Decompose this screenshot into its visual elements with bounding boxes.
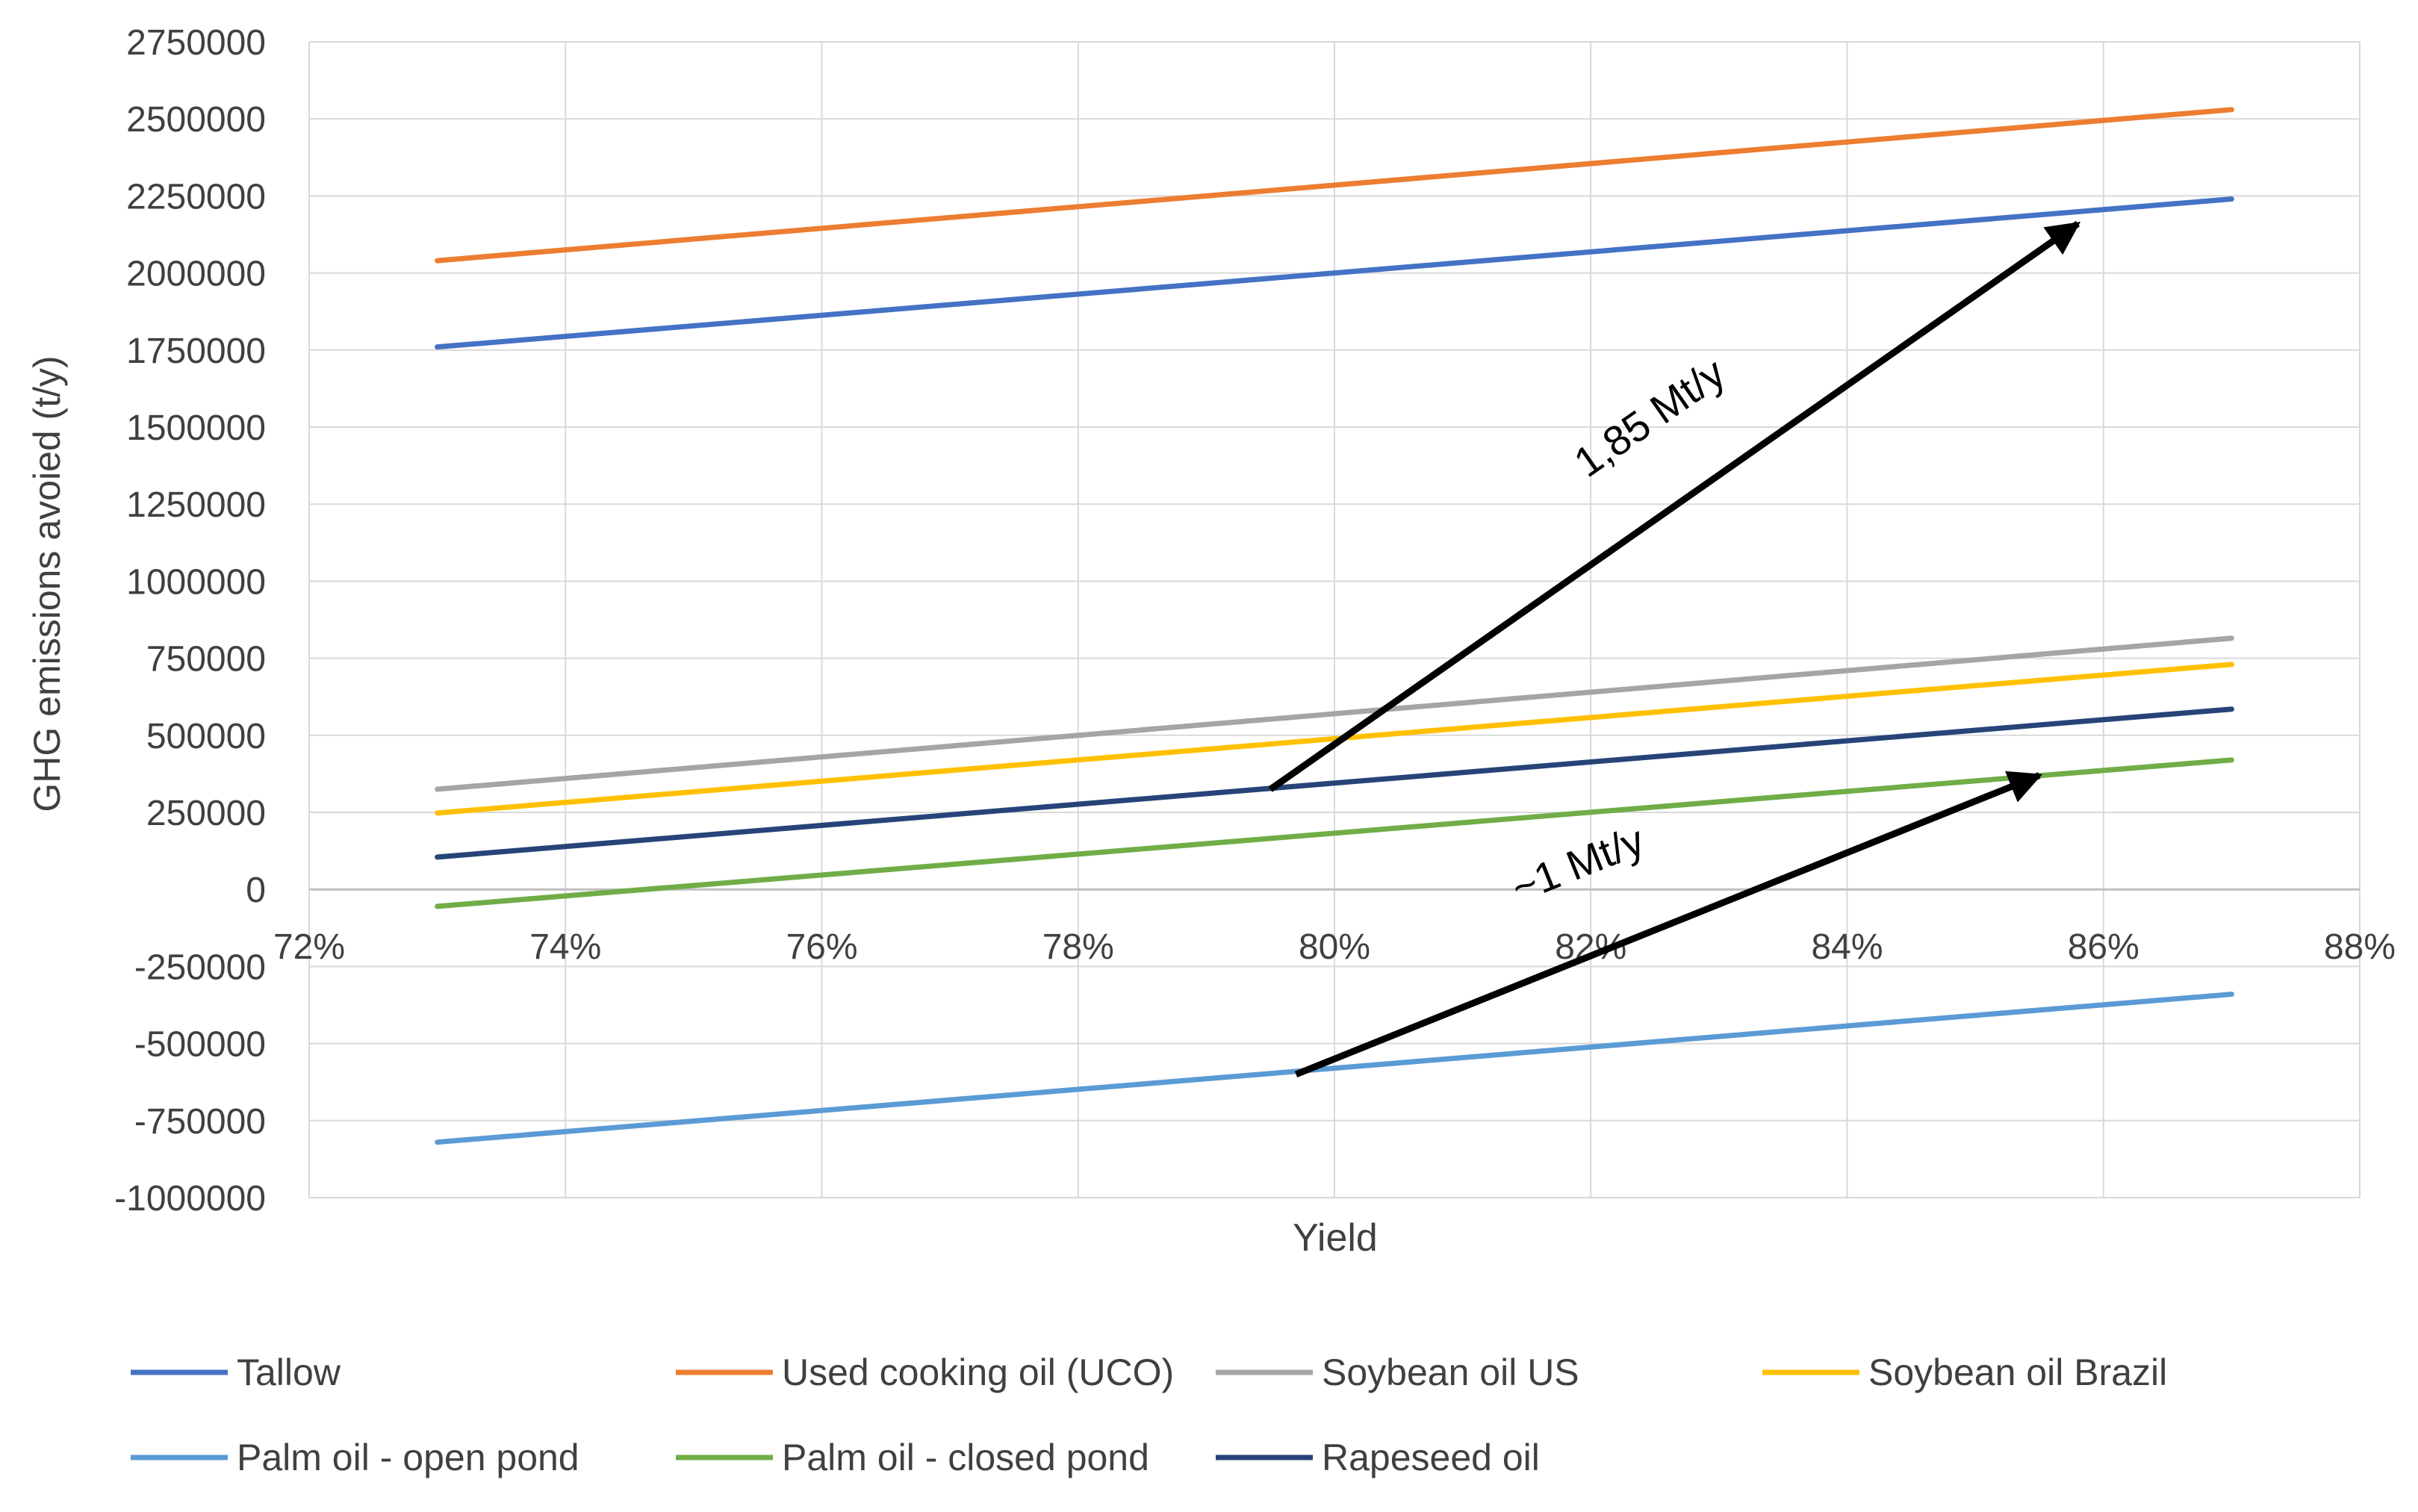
legend-label: Palm oil - closed pond bbox=[782, 1437, 1149, 1478]
x-tick-label: 86% bbox=[2068, 927, 2139, 967]
y-tick-label: 2750000 bbox=[126, 23, 266, 63]
legend-label: Palm oil - open pond bbox=[237, 1437, 579, 1478]
series-line-tallow bbox=[435, 196, 2234, 350]
y-tick-label: -500000 bbox=[134, 1025, 266, 1065]
x-tick-label: 80% bbox=[1299, 927, 1370, 967]
legend-label: Tallow bbox=[237, 1351, 341, 1393]
y-tick-label: 500000 bbox=[146, 717, 266, 756]
annotation-arrow bbox=[1268, 220, 2081, 792]
y-tick-label: 750000 bbox=[146, 640, 266, 679]
series-line-soybean-oil-brazil bbox=[435, 662, 2234, 816]
series-lines bbox=[435, 107, 2234, 1145]
x-axis: 72% 74% 76% 78% 80% 82% 84% 86% 88% bbox=[273, 888, 2396, 967]
series-line-palm-oil-open-pond bbox=[435, 992, 2234, 1145]
x-tick-label: 74% bbox=[529, 927, 601, 967]
series-line-used-cooking-oil-uco bbox=[435, 107, 2234, 264]
y-tick-label: 1750000 bbox=[126, 332, 266, 371]
y-tick-label: -1000000 bbox=[114, 1179, 266, 1219]
y-axis-title: GHG emissions avoied (t/y) bbox=[26, 355, 68, 812]
series-line-soybean-oil-us bbox=[435, 635, 2234, 792]
y-tick-label: 1250000 bbox=[126, 485, 266, 525]
legend-label: Soybean oil US bbox=[1322, 1351, 1579, 1393]
legend-label: Soybean oil Brazil bbox=[1868, 1351, 2167, 1393]
x-tick-label: 76% bbox=[786, 927, 857, 967]
legend-label: Used cooking oil (UCO) bbox=[782, 1351, 1174, 1393]
y-tick-label: -750000 bbox=[134, 1102, 266, 1142]
legend-label: Rapeseed oil bbox=[1322, 1437, 1540, 1478]
x-axis-title: Yield bbox=[1293, 1216, 1378, 1260]
y-axis: -1000000 -750000 -500000 -250000 0 250000 5000… bbox=[114, 23, 266, 1219]
x-tick-label: 84% bbox=[1811, 927, 1883, 967]
y-tick-label: 2250000 bbox=[126, 177, 266, 217]
y-tick-label: 0 bbox=[246, 871, 266, 910]
x-tick-label: 72% bbox=[273, 927, 345, 967]
y-tick-label: 250000 bbox=[146, 794, 266, 833]
x-tick-label: 78% bbox=[1042, 927, 1114, 967]
series-line-rapeseed-oil bbox=[435, 706, 2234, 860]
annotation-arrow bbox=[1294, 771, 2043, 1078]
y-tick-label: 2000000 bbox=[126, 255, 266, 294]
legend: Tallow Used cooking oil (UCO) Soybean oil … bbox=[131, 1351, 2167, 1478]
y-tick-label: -250000 bbox=[134, 948, 266, 987]
y-tick-label: 1000000 bbox=[126, 562, 266, 602]
y-tick-label: 2500000 bbox=[126, 100, 266, 140]
series-line-palm-oil-closed-pond bbox=[435, 757, 2234, 909]
x-tick-label: 88% bbox=[2324, 927, 2396, 967]
y-tick-label: 1500000 bbox=[126, 408, 266, 448]
